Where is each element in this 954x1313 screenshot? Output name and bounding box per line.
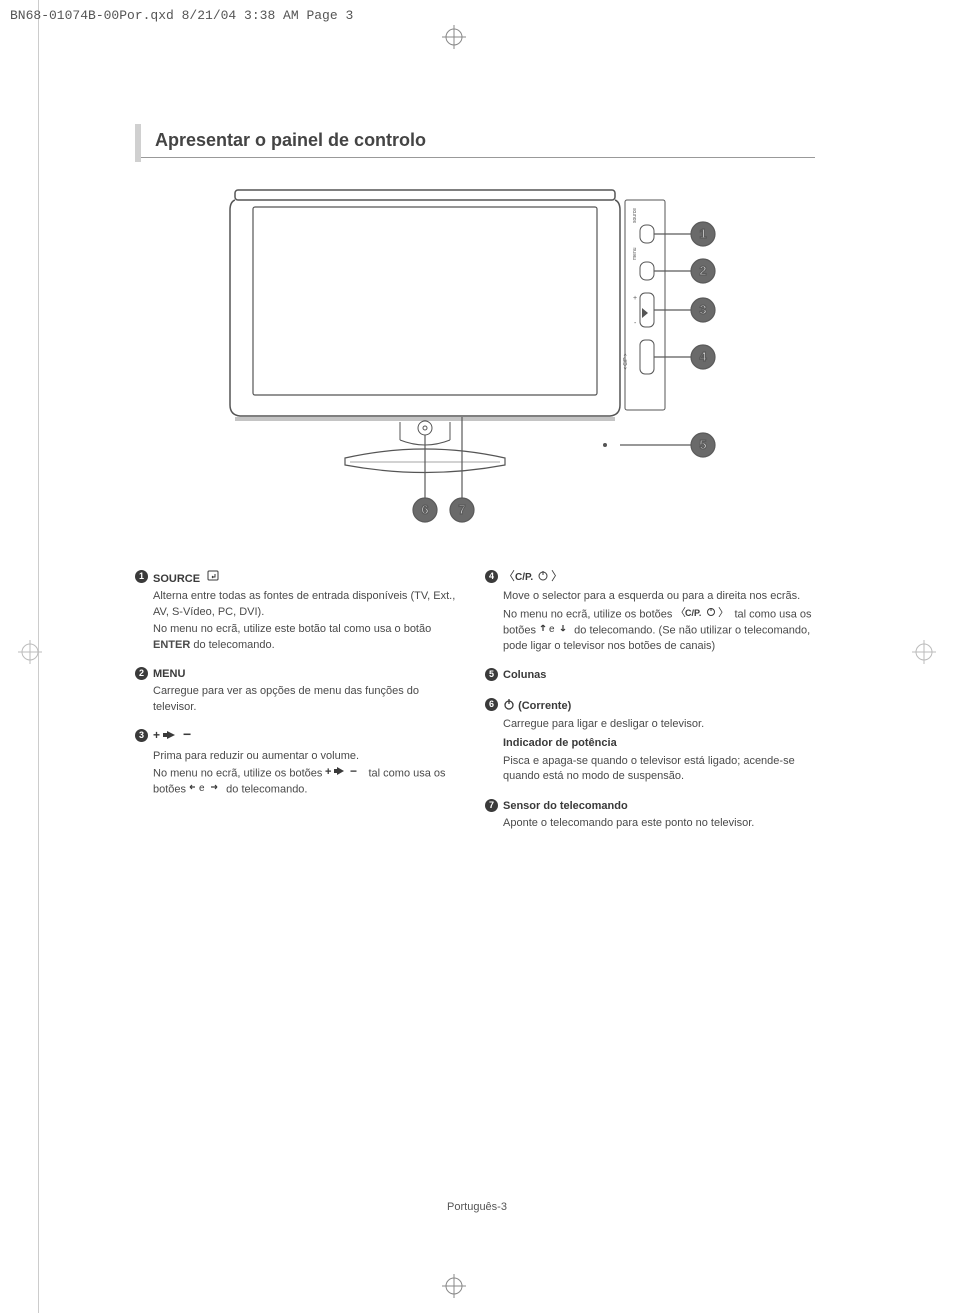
item-5-title: Colunas xyxy=(503,668,546,683)
svg-text:e: e xyxy=(199,783,205,792)
item-4: 4 〈 C/P. 〉 Move o selector para a esquer… xyxy=(485,570,815,654)
print-header: BN68-01074B-00Por.qxd 8/21/04 3:38 AM Pa… xyxy=(10,8,353,23)
registration-mark-right xyxy=(912,640,936,664)
svg-text:source: source xyxy=(632,208,638,223)
svg-text:7: 7 xyxy=(458,502,465,517)
registration-mark-top xyxy=(442,25,466,49)
page-footer: Português-3 xyxy=(0,1201,954,1213)
item-6-body1: Carregue para ligar e desligar o televis… xyxy=(503,717,815,732)
plus-vol-minus-inline-icon: +− xyxy=(325,766,365,781)
svg-text:2: 2 xyxy=(699,263,706,278)
item-7-body: Aponte o telecomando para este ponto no … xyxy=(503,816,815,831)
svg-text:−: − xyxy=(350,766,357,776)
item-7-title: Sensor do telecomando xyxy=(503,799,628,814)
angle-cp-power-angle-icon: 〈 C/P. 〉 xyxy=(503,570,563,587)
registration-mark-bottom xyxy=(442,1274,466,1298)
svg-text:1: 1 xyxy=(699,226,706,241)
plus-vol-minus-icon: + − xyxy=(153,729,199,746)
item-4-body2: No menu no ecrã, utilize os botões 〈C/P.… xyxy=(503,607,815,654)
svg-text:menu: menu xyxy=(632,247,638,260)
svg-text:C/P.: C/P. xyxy=(515,572,533,582)
item-6-subtitle: Indicador de potência xyxy=(503,736,815,751)
svg-text:6: 6 xyxy=(421,502,428,517)
svg-text:e: e xyxy=(549,624,555,633)
item-2-title: MENU xyxy=(153,667,185,682)
callout-1: 1 xyxy=(135,570,148,583)
svg-text:−: − xyxy=(183,729,191,741)
callout-6: 6 xyxy=(485,698,498,711)
item-6-title: (Corrente) xyxy=(518,699,571,714)
svg-text:〉: 〉 xyxy=(551,570,563,582)
col-left: 1 SOURCE Alterna entre todas as fontes d… xyxy=(135,570,465,845)
item-5: 5 Colunas xyxy=(485,668,815,683)
svg-text:〈: 〈 xyxy=(503,570,515,582)
enter-icon xyxy=(207,570,221,587)
svg-text:+: + xyxy=(633,295,637,302)
svg-text:+: + xyxy=(153,729,160,741)
svg-text:4: 4 xyxy=(699,349,707,364)
callout-5: 5 xyxy=(485,668,498,681)
svg-text:5: 5 xyxy=(699,437,706,452)
item-7: 7 Sensor do telecomando Aponte o telecom… xyxy=(485,799,815,832)
tv-diagram: source menu + - < C/P > 1 2 xyxy=(135,180,815,540)
item-6: 6 (Corrente) Carregue para ligar e desli… xyxy=(485,698,815,785)
svg-text:< C/P >: < C/P > xyxy=(623,353,629,370)
svg-text:C/P.: C/P. xyxy=(685,608,701,617)
item-6-body2: Pisca e apaga-se quando o televisor está… xyxy=(503,754,815,785)
up-down-arrows-icon: e xyxy=(539,623,571,638)
item-1-body1: Alterna entre todas as fontes de entrada… xyxy=(153,589,465,620)
registration-mark-left xyxy=(18,640,42,664)
callout-2: 2 xyxy=(135,667,148,680)
callout-3: 3 xyxy=(135,729,148,742)
power-icon xyxy=(503,698,515,715)
col-right: 4 〈 C/P. 〉 Move o selector para a esquer… xyxy=(485,570,815,845)
section-title: Apresentar o painel de controlo xyxy=(135,130,815,158)
angle-cp-inline-icon: 〈C/P.〉 xyxy=(675,607,731,622)
item-1-title: SOURCE xyxy=(153,572,200,587)
item-3-body2: No menu no ecrã, utilize os botões +− ta… xyxy=(153,766,465,798)
description-columns: 1 SOURCE Alterna entre todas as fontes d… xyxy=(135,570,815,845)
title-accent-bar xyxy=(135,124,141,162)
item-1-body2: No menu no ecrã, utilize este botão tal … xyxy=(153,622,465,653)
page-content: Apresentar o painel de controlo source xyxy=(135,130,815,845)
item-4-body1: Move o selector para a esquerda ou para … xyxy=(503,589,815,604)
callout-7: 7 xyxy=(485,799,498,812)
svg-text:3: 3 xyxy=(699,302,706,317)
svg-text:〉: 〉 xyxy=(718,607,729,617)
item-2: 2 MENU Carregue para ver as opções de me… xyxy=(135,667,465,715)
callout-4: 4 xyxy=(485,570,498,583)
item-2-body: Carregue para ver as opções de menu das … xyxy=(153,684,465,715)
item-1: 1 SOURCE Alterna entre todas as fontes d… xyxy=(135,570,465,653)
left-right-arrows-icon: e xyxy=(189,782,223,797)
svg-text:+: + xyxy=(325,766,331,776)
item-3-body1: Prima para reduzir ou aumentar o volume. xyxy=(153,749,465,764)
item-3: 3 + − Prima para reduzir ou aumentar o v… xyxy=(135,729,465,798)
